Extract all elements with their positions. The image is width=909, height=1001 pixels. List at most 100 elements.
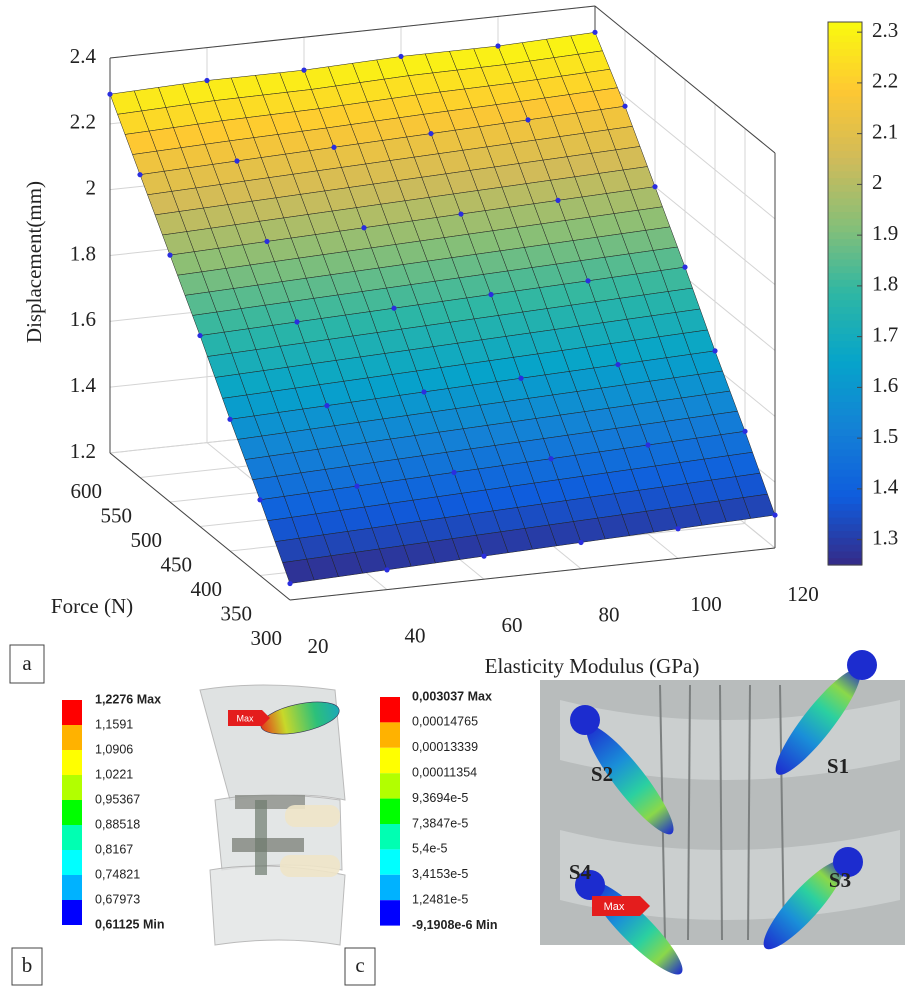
colorbar-band [828,327,862,335]
colorbar-band [828,334,862,342]
colorbar-band [828,42,862,50]
legend-band [380,900,400,926]
data-point [398,53,404,60]
legend-label: 0,00013339 [412,740,478,754]
colorbar-band [828,252,862,261]
screw-label: S1 [827,754,849,778]
y-tick-label: 400 [191,577,223,601]
data-point [458,211,464,217]
x-tick-label: 120 [787,582,819,606]
y-tick-label: 450 [161,552,193,576]
z-tick-label: 1.4 [70,373,97,397]
data-point [525,117,531,123]
legend-label: 0,74821 [95,867,140,881]
colorbar-band [828,212,862,220]
colorbar-band [828,130,862,138]
colorbar-band [828,354,862,362]
z-tick-label: 2.4 [70,44,97,68]
data-point [615,361,621,368]
data-point [227,416,233,422]
y-tick-label: 500 [131,528,163,552]
legend-label: 0,8167 [95,842,133,856]
colorbar-band [828,449,862,457]
colorbar-band [828,408,862,417]
x-tick-label: 100 [690,592,722,616]
legend-band [62,725,82,750]
axis-line [594,5,776,154]
colorbar-band [828,123,862,132]
data-point [742,428,748,434]
colorbar-band [828,497,862,505]
legend-label: 0,88518 [95,817,140,831]
colorbar-band [828,307,862,315]
colorbar-band [828,232,862,240]
data-point [451,469,457,476]
colorbar-band [828,463,862,471]
screw-label: S2 [591,762,613,786]
x-tick-label: 60 [502,613,523,637]
colorbar-band [828,490,862,498]
colorbar-band [828,415,862,424]
colorbar-band [828,361,862,369]
colorbar-band [828,184,862,193]
data-point [197,332,203,339]
z-tick-label: 2.2 [70,110,96,134]
z-tick-label: 2 [86,175,97,199]
data-point [675,526,681,532]
colorbar-band [828,273,862,281]
data-point [391,305,397,311]
legend-label: 0,67973 [95,892,140,906]
colorbar-band [828,442,862,451]
colorbar-tick-label: 1.4 [872,475,899,499]
colorbar-tick-label: 2.2 [872,69,898,93]
colorbar-tick-label: 1.6 [872,373,898,397]
colorbar-band [828,117,862,125]
z-axis-label: Displacement(mm) [22,181,46,343]
screw-label: S3 [829,868,851,892]
legend-label: 3,4153e-5 [412,867,468,881]
colorbar-band [828,62,862,71]
colorbar-band [828,157,862,166]
legend-band [380,824,400,850]
data-point [137,172,143,178]
legend-label: 1,2276 Max [95,692,161,706]
colorbar-band [828,164,862,172]
data-point [421,389,427,395]
data-point [481,553,487,559]
colorbar-band [828,89,862,98]
colorbar-band [828,300,862,308]
colorbar-tick-label: 1.9 [872,221,898,245]
data-point [488,291,494,298]
data-point [324,403,330,409]
colorbar-band [828,293,862,301]
legend-band [62,800,82,825]
colorbar-band [828,402,862,410]
legend-label: 0,61125 Min [95,917,165,931]
data-point [518,375,524,381]
legend-band [380,722,400,748]
colorbar-band [828,510,862,519]
colorbar-band [828,259,862,267]
data-point [264,238,270,245]
legend-label: 0,003037 Max [412,689,492,703]
colorbar-tick-label: 2.1 [872,119,898,143]
colorbar-band [828,245,862,254]
surface-patch [742,493,776,519]
y-axis-label: Force (N) [51,594,133,618]
colorbar-band [828,22,862,30]
data-point [548,456,554,462]
legend-band [62,875,82,900]
legend-band [380,747,400,774]
colorbar-band [828,374,862,383]
panel-label-box [11,947,43,986]
colorbar-tick-label: 1.5 [872,424,898,448]
data-point [585,278,591,284]
colorbar-band [828,558,862,566]
colorbar-band [828,266,862,274]
data-point [204,77,210,84]
colorbar-band [828,191,862,200]
screw-model [540,650,905,975]
colorbar-band [828,320,862,329]
legend-band [62,900,82,925]
